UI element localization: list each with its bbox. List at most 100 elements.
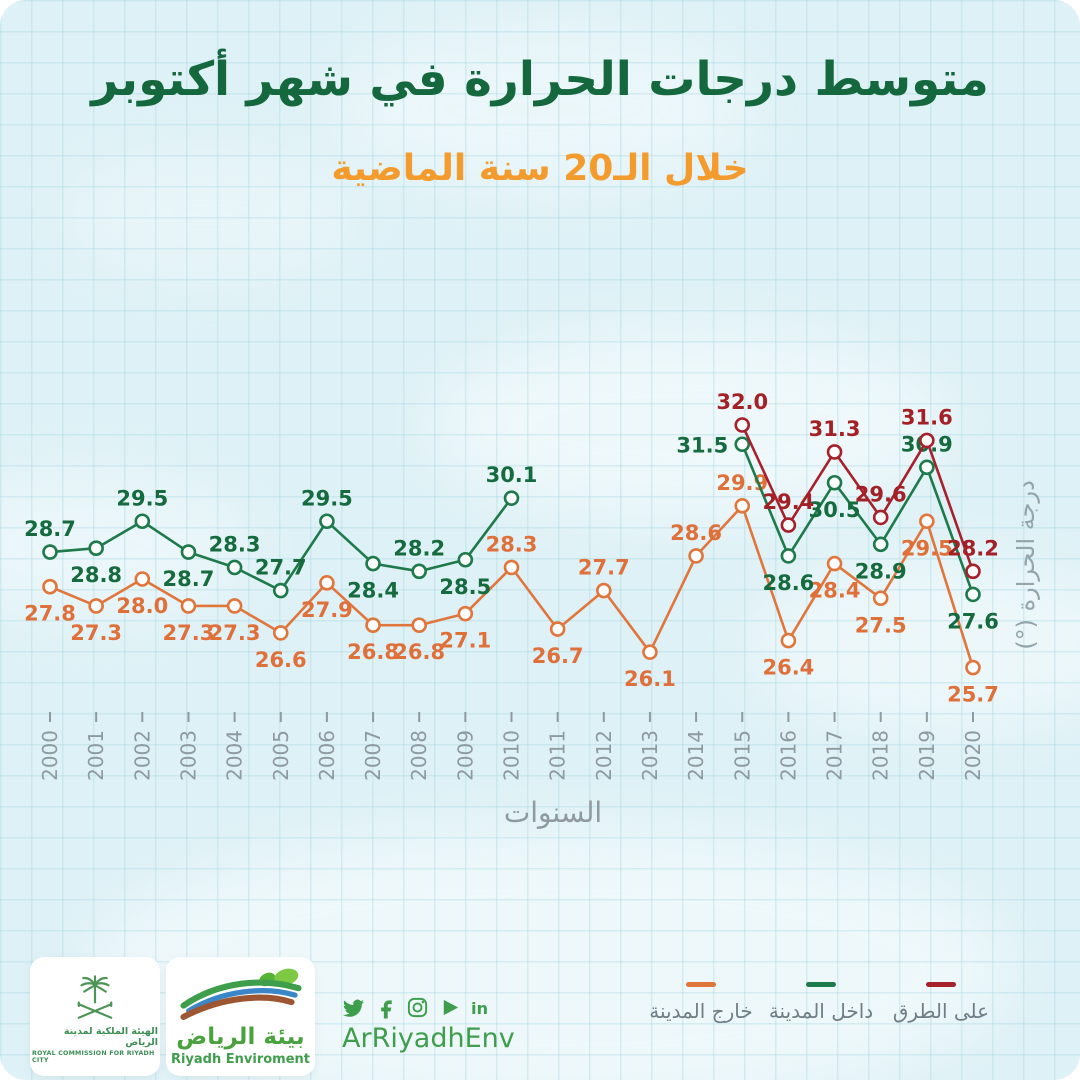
inside-city-value-label-2009: 28.5 — [439, 575, 491, 599]
inside-city-marker-2001 — [88, 540, 104, 556]
legend-label-on-roads: على الطرق — [892, 999, 990, 1023]
on-roads-value-label-2019: 31.6 — [901, 405, 953, 429]
outside-city-value-label-2003: 27.3 — [163, 621, 215, 645]
outside-city-value-label-2013: 26.1 — [624, 667, 676, 691]
temperature-line-chart: 2000 2001 2002 2003 2004 2005 2006 2007 2008 2009… — [24, 390, 999, 829]
outside-city-value-label-2012: 27.7 — [578, 556, 630, 580]
outside-city-marker-2016 — [780, 632, 797, 649]
inside-city-value-label-2007: 28.4 — [347, 579, 399, 603]
year-label-2018: 2018 — [869, 730, 893, 781]
outside-city-marker-2006 — [319, 575, 335, 591]
outside-city-value-label-2016: 26.4 — [762, 656, 814, 680]
on-roads-marker-2015 — [734, 417, 751, 433]
outside-city-value-label-2002: 28.0 — [116, 594, 168, 618]
cloud-shape — [0, 470, 250, 620]
outside-city-marker-2007 — [365, 617, 381, 634]
outside-city-marker-2019 — [919, 513, 935, 530]
on-roads-value-label-2016: 29.4 — [762, 490, 814, 514]
on-roads-marker-2016 — [780, 517, 797, 533]
cloud-shape — [750, 560, 1080, 730]
inside-city-marker-2020 — [965, 586, 981, 603]
cloud-shape — [330, 30, 760, 190]
year-label-2008: 2008 — [407, 730, 431, 781]
year-label-2001: 2001 — [84, 730, 108, 781]
legend-swatch-on-roads — [926, 982, 956, 987]
outside-city-marker-2004 — [226, 598, 243, 614]
inside-city-value-label-2004: 28.3 — [209, 532, 261, 556]
outside-city-value-label-2000: 27.8 — [24, 602, 76, 626]
on-roads-line — [741, 424, 975, 572]
on-roads-marker-2019 — [919, 432, 935, 449]
social-handle[interactable]: ArRiyadhEnv — [342, 1023, 515, 1054]
inside-city-value-label-2008: 28.2 — [393, 536, 445, 560]
year-label-2010: 2010 — [500, 730, 524, 781]
inside-city-marker-2008 — [411, 563, 428, 580]
outside-city-value-label-2011: 26.7 — [532, 644, 584, 668]
year-label-2014: 2014 — [684, 730, 708, 781]
rcrc-logo-card: الهيئة الملكية لمدينة الرياض ROYAL COMMI… — [30, 957, 160, 1076]
on-roads-value-label-2015: 32.0 — [716, 390, 768, 414]
inside-city-value-label-2015: 31.5 — [676, 433, 728, 457]
chart-legend: خارج المدينة داخل المدينة على الطرق — [648, 982, 994, 1023]
outside-city-marker-2015 — [734, 498, 751, 514]
on-roads-value-label-2018: 29.6 — [855, 482, 907, 506]
chart-subtitle: خلال الـ20 سنة الماضية — [331, 148, 749, 189]
outside-city-value-label-2017: 28.4 — [809, 579, 861, 603]
inside-city-value-label-2005: 27.7 — [255, 556, 307, 580]
legend-swatch-inside-city — [806, 982, 836, 987]
outside-city-marker-2011 — [549, 621, 566, 637]
social-media-block: in ArRiyadhEnv — [342, 995, 515, 1054]
inside-city-marker-2019 — [919, 459, 935, 476]
riyadh-environment-logo-card: بيئة الرياض Riyadh Enviroment — [166, 957, 315, 1076]
on-roads-value-label-2017: 31.3 — [809, 417, 861, 441]
inside-city-marker-2009 — [457, 551, 474, 568]
legend-item-on-roads: على الطرق — [888, 982, 994, 1023]
outside-city-value-label-2007: 26.8 — [347, 640, 399, 664]
year-label-2013: 2013 — [638, 730, 662, 781]
on-roads-value-label-2020: 28.2 — [947, 536, 999, 560]
outside-city-marker-2008 — [411, 617, 428, 634]
year-label-2006: 2006 — [315, 730, 339, 781]
inside-city-marker-2007 — [365, 555, 381, 572]
outside-city-marker-2010 — [503, 559, 520, 576]
inside-city-marker-2004 — [226, 559, 243, 576]
inside-city-marker-2000 — [42, 544, 58, 560]
facebook-icon[interactable] — [374, 996, 397, 1019]
inside-city-value-label-2002: 29.5 — [116, 486, 168, 510]
inside-city-value-label-2006: 29.5 — [301, 486, 353, 510]
svg-text:in: in — [471, 999, 488, 1018]
inside-city-value-label-2020: 27.6 — [947, 609, 999, 633]
year-label-2011: 2011 — [546, 730, 570, 781]
outside-city-marker-2013 — [642, 644, 658, 660]
inside-city-value-label-2000: 28.7 — [24, 517, 76, 541]
outside-city-marker-2000 — [42, 578, 58, 595]
year-label-2000: 2000 — [38, 730, 62, 781]
chart-title: متوسط درجات الحرارة في شهر أكتوبر — [91, 52, 989, 107]
year-label-2015: 2015 — [730, 730, 754, 781]
inside-city-marker-2006 — [319, 513, 335, 530]
twitter-icon[interactable] — [342, 996, 365, 1019]
inside-city-value-label-2003: 28.7 — [163, 567, 215, 591]
outside-city-value-label-2001: 27.3 — [70, 621, 122, 645]
outside-city-value-label-2020: 25.7 — [947, 683, 999, 707]
outside-city-value-label-2008: 26.8 — [393, 640, 445, 664]
year-label-2009: 2009 — [453, 730, 477, 781]
linkedin-icon[interactable]: in — [470, 996, 493, 1019]
outside-city-marker-2002 — [134, 571, 151, 587]
legend-item-outside-city: خارج المدينة — [648, 982, 754, 1023]
year-label-2004: 2004 — [223, 730, 247, 781]
env-name-english: Riyadh Enviroment — [170, 1051, 311, 1067]
outside-city-marker-2005 — [272, 625, 289, 641]
outside-city-marker-2017 — [826, 555, 843, 572]
cloud-shape — [430, 330, 950, 520]
on-roads-marker-2017 — [826, 444, 843, 460]
inside-city-marker-2002 — [134, 513, 151, 530]
outside-city-value-label-2018: 27.5 — [855, 613, 907, 637]
instagram-icon[interactable] — [406, 996, 429, 1019]
outside-city-value-label-2019: 29.5 — [901, 536, 953, 560]
outside-city-marker-2003 — [180, 598, 197, 614]
on-roads-marker-2018 — [872, 509, 889, 526]
inside-city-line — [741, 443, 975, 595]
youtube-icon[interactable] — [438, 996, 461, 1019]
